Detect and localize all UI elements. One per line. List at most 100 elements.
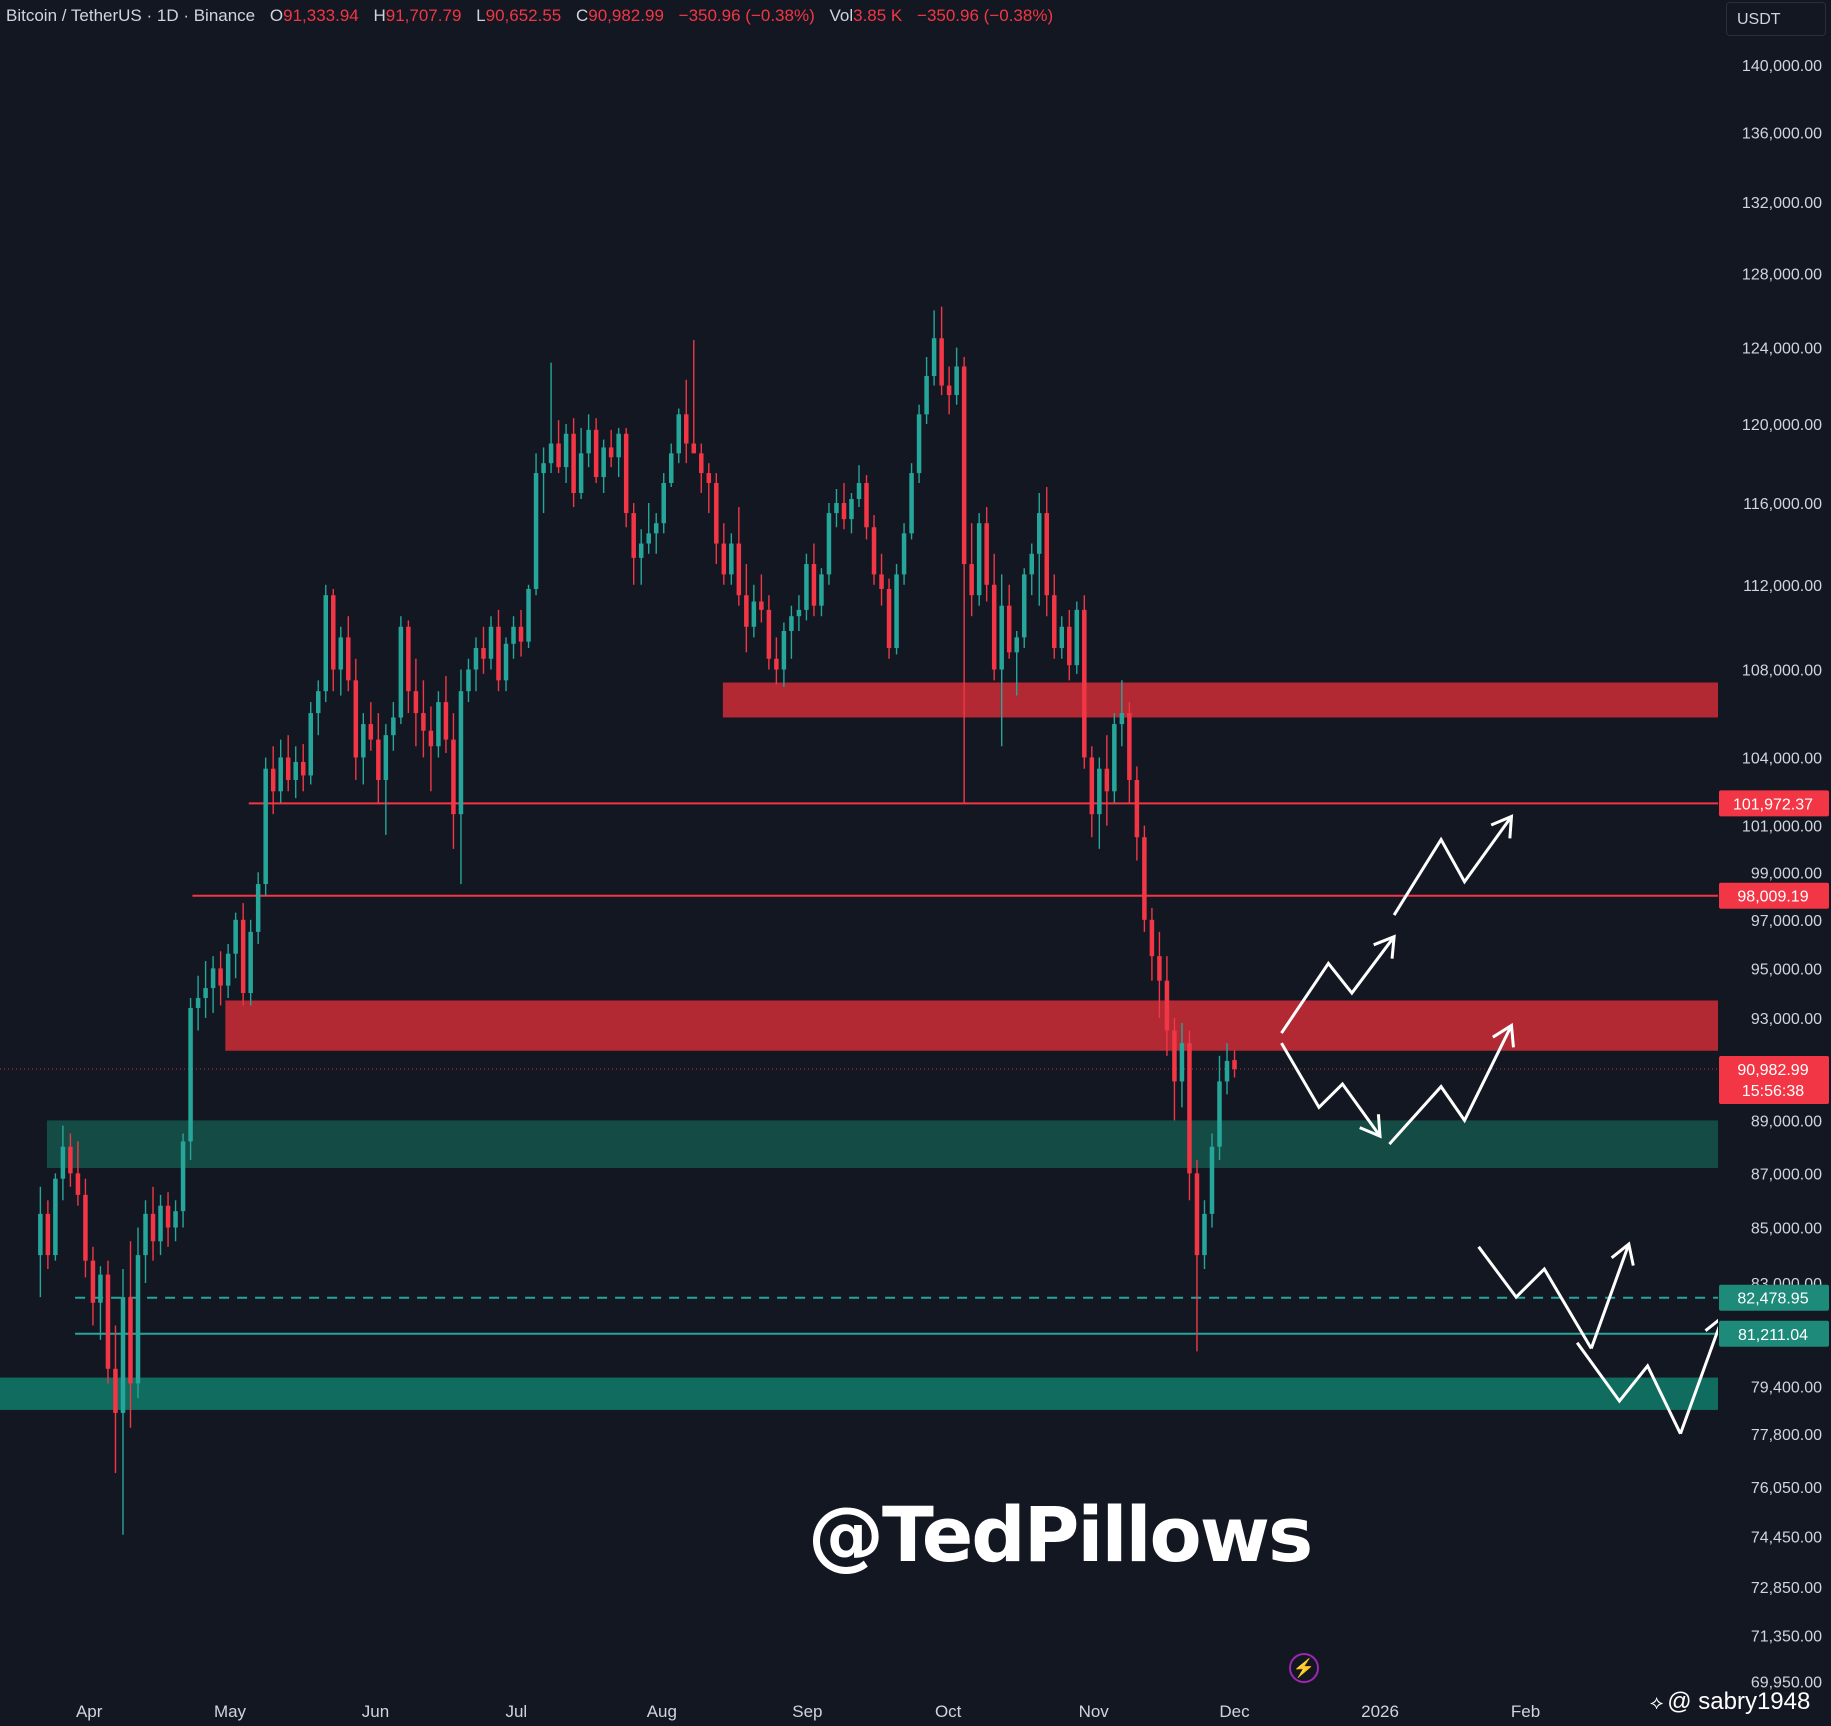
candle-body — [285, 757, 291, 780]
candle-body — [38, 1213, 43, 1256]
candle-body — [1082, 609, 1087, 758]
candle-body — [1014, 637, 1019, 653]
candle-body — [969, 564, 974, 596]
candle-body — [413, 691, 419, 714]
time-tick-label: Apr — [76, 1702, 103, 1721]
credit-text: @ sabry1948 — [1667, 1688, 1811, 1715]
price-tick-label: 136,000.00 — [1742, 125, 1822, 142]
zone-resistance — [722, 682, 1718, 718]
price-tick-label: 97,000.00 — [1751, 913, 1822, 930]
candle-body — [353, 680, 359, 758]
projection-arrowhead — [1610, 1241, 1635, 1266]
candle-body — [676, 414, 682, 454]
candle-body — [278, 757, 283, 792]
candle-body — [1059, 626, 1065, 649]
candle-body — [1097, 768, 1102, 815]
candle-body — [563, 433, 569, 468]
candle-body — [1104, 768, 1110, 792]
level-price-label: 82,478.95 — [1737, 1291, 1808, 1308]
candle-body — [751, 601, 757, 627]
candle-body — [315, 691, 321, 714]
price-tick-label: 93,000.00 — [1751, 1011, 1822, 1028]
ohlc-legend: Bitcoin / TetherUS · 1D · Binance O91,33… — [6, 6, 1053, 26]
candle-body — [323, 595, 329, 692]
candle-body — [1021, 574, 1027, 638]
candle-body — [729, 543, 734, 575]
time-tick-label: Oct — [935, 1702, 962, 1721]
candle-body — [60, 1146, 66, 1179]
candle-body — [135, 1255, 141, 1384]
candle-body — [541, 463, 546, 474]
candle-body — [158, 1205, 163, 1242]
candle-body — [68, 1146, 73, 1174]
candle-body — [781, 631, 787, 670]
last-price-label-bg — [1719, 1056, 1829, 1105]
candle-body — [105, 1274, 111, 1369]
low-label: L — [476, 6, 486, 25]
price-tick-label: 77,800.00 — [1751, 1427, 1822, 1444]
candle-body — [946, 385, 952, 396]
candle-body — [1036, 513, 1042, 554]
candle-body — [1067, 626, 1072, 666]
candle-body — [1149, 919, 1155, 957]
candle-body — [83, 1194, 88, 1261]
candle-body — [638, 543, 644, 558]
high-value: 91,707.79 — [385, 6, 462, 25]
projection-path — [1392, 815, 1513, 916]
candle-body — [1112, 724, 1117, 792]
level-price-label: 101,972.37 — [1733, 796, 1813, 813]
price-tick-label: 132,000.00 — [1742, 195, 1822, 212]
candle-body — [894, 574, 899, 649]
candle-body — [931, 338, 937, 376]
projection-arrowhead — [1373, 934, 1396, 959]
zone-support-light — [0, 1377, 1718, 1410]
candle-body — [300, 761, 306, 776]
price-tick-label: 95,000.00 — [1751, 961, 1822, 978]
price-tick-label: 120,000.00 — [1742, 417, 1822, 434]
price-tick-label: 76,050.00 — [1751, 1480, 1822, 1497]
candle-body — [443, 702, 449, 740]
open-label: O — [269, 6, 284, 25]
watermark-text: @TedPillows — [808, 1490, 1313, 1579]
candle-body — [819, 574, 824, 606]
candle-body — [331, 595, 336, 670]
candles-layer — [38, 306, 1237, 1535]
candle-body — [361, 724, 366, 758]
candle-body — [533, 473, 539, 589]
candle-body — [53, 1178, 58, 1256]
candle-body — [601, 447, 606, 478]
currency-button[interactable]: USDT — [1726, 2, 1826, 36]
bolt-icon[interactable]: ⚡ — [1289, 1653, 1319, 1683]
candle-body — [1142, 837, 1147, 920]
levels-layer — [0, 802, 1718, 1335]
projection-path — [1280, 935, 1396, 1034]
candle-body — [1217, 1081, 1222, 1147]
candle-body — [736, 543, 742, 596]
candle-body — [518, 626, 524, 642]
candle-body — [1187, 1043, 1192, 1174]
candle-body — [1074, 609, 1080, 666]
candle-body — [90, 1260, 96, 1303]
symbol-title[interactable]: Bitcoin / TetherUS · 1D · Binance — [6, 6, 256, 25]
candle-body — [961, 366, 967, 565]
price-tick-label: 99,000.00 — [1751, 865, 1822, 882]
last-price-label-countdown: 15:56:38 — [1742, 1083, 1804, 1100]
candle-body — [548, 443, 554, 464]
high-label: H — [373, 6, 386, 25]
price-tick-label: 112,000.00 — [1743, 578, 1822, 595]
candle-body — [233, 919, 238, 954]
candle-body — [826, 513, 832, 575]
candle-body — [203, 988, 208, 998]
candle-body — [188, 1007, 193, 1142]
price-tick-label: 101,000.00 — [1742, 819, 1822, 836]
price-axis-background — [1718, 0, 1831, 1726]
candle-body — [864, 483, 869, 528]
candle-body — [436, 702, 441, 747]
candle-body — [293, 761, 298, 780]
projection-path — [1589, 1243, 1631, 1350]
candle-body — [1164, 980, 1170, 1031]
price-tick-label: 124,000.00 — [1742, 341, 1822, 358]
candle-body — [774, 658, 779, 670]
